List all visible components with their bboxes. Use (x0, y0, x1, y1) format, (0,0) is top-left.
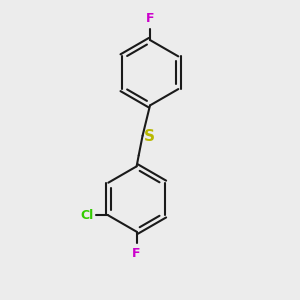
Text: F: F (146, 12, 154, 25)
Text: Cl: Cl (80, 209, 93, 222)
Text: F: F (132, 247, 141, 260)
Text: S: S (144, 129, 154, 144)
